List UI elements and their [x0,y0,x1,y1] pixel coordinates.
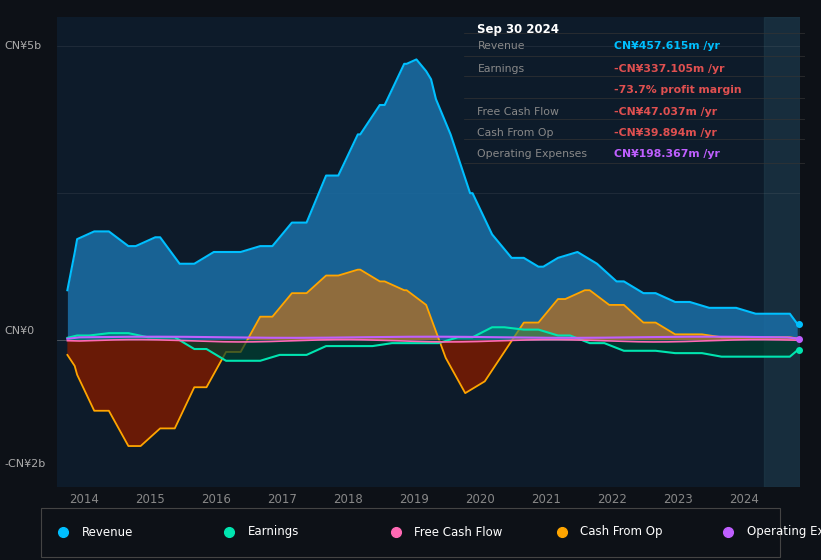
Text: Revenue: Revenue [478,41,525,51]
Text: CN¥0: CN¥0 [4,326,34,337]
Text: Operating Expenses: Operating Expenses [747,525,821,539]
Text: CN¥5b: CN¥5b [4,41,41,51]
Text: Cash From Op: Cash From Op [478,128,554,138]
Text: -CN¥337.105m /yr: -CN¥337.105m /yr [614,64,724,74]
FancyBboxPatch shape [41,508,780,557]
Text: -CN¥47.037m /yr: -CN¥47.037m /yr [614,107,717,117]
Text: Cash From Op: Cash From Op [580,525,663,539]
Text: Free Cash Flow: Free Cash Flow [414,525,502,539]
Text: CN¥457.615m /yr: CN¥457.615m /yr [614,41,720,51]
Text: -CN¥39.894m /yr: -CN¥39.894m /yr [614,128,717,138]
Text: Earnings: Earnings [478,64,525,74]
Bar [764,17,800,487]
Text: Operating Expenses: Operating Expenses [478,149,588,159]
Text: Free Cash Flow: Free Cash Flow [478,107,559,117]
Text: Sep 30 2024: Sep 30 2024 [478,23,559,36]
Text: CN¥198.367m /yr: CN¥198.367m /yr [614,149,720,159]
Text: -73.7% profit margin: -73.7% profit margin [614,85,741,95]
Text: Earnings: Earnings [248,525,300,539]
Text: -CN¥2b: -CN¥2b [4,459,45,469]
Text: Revenue: Revenue [82,525,133,539]
